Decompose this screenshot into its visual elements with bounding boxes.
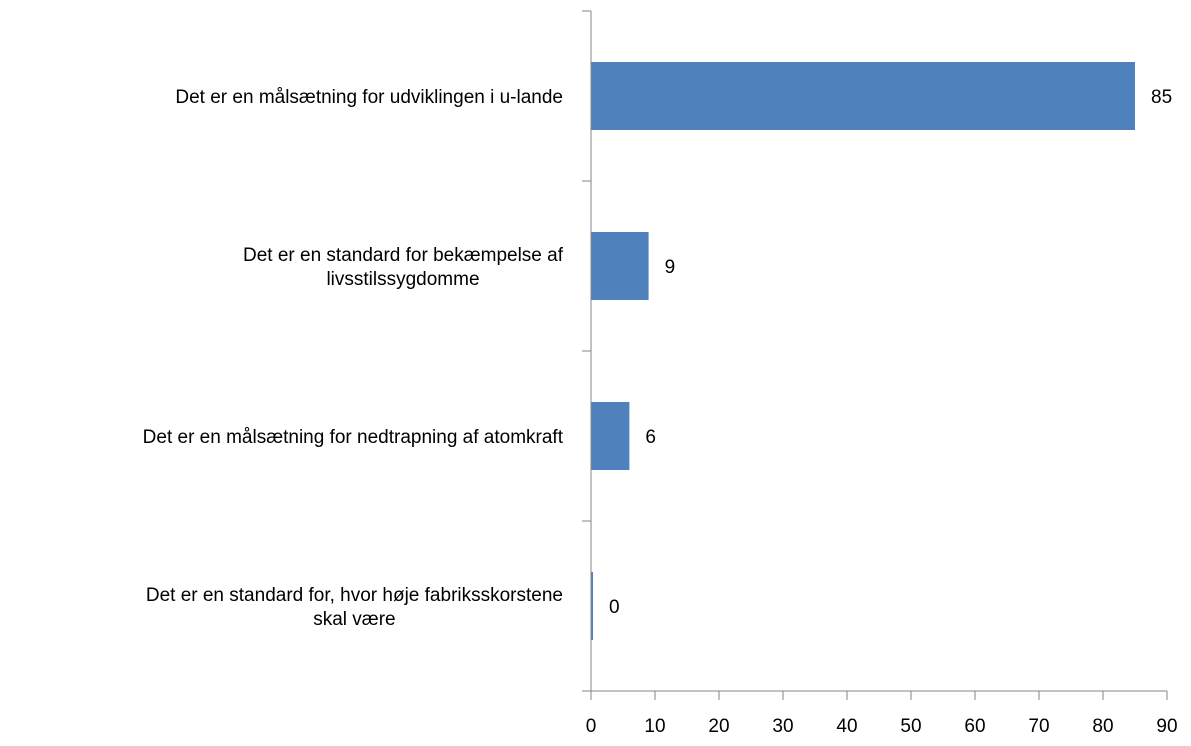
x-tick-label: 90 <box>1156 716 1177 737</box>
data-label: 0 <box>609 597 620 618</box>
category-label: skal være <box>313 609 395 630</box>
bars-layer <box>591 62 1135 640</box>
data-label: 6 <box>645 427 656 448</box>
bar <box>591 572 593 640</box>
axis-layer <box>582 10 1168 700</box>
category-label: Det er en målsætning for udviklingen i u… <box>175 87 563 108</box>
labels-layer: 85 Det er en målsætning for udviklingen i… <box>143 87 1178 737</box>
x-tick-label: 10 <box>644 716 665 737</box>
category-label: Det er en standard for, hvor høje fabrik… <box>146 585 563 606</box>
x-tick-label: 0 <box>586 716 597 737</box>
x-tick-label: 20 <box>708 716 729 737</box>
x-tick-label: 40 <box>836 716 857 737</box>
data-label: 85 <box>1151 87 1172 108</box>
bar <box>591 232 649 300</box>
x-tick-label: 50 <box>900 716 921 737</box>
category-label: Det er en standard for bekæmpelse af <box>243 245 564 266</box>
x-tick-label: 60 <box>964 716 985 737</box>
category-label: Det er en målsætning for nedtrapning af … <box>143 427 564 448</box>
x-tick-label: 70 <box>1028 716 1049 737</box>
x-tick-label: 80 <box>1092 716 1113 737</box>
x-tick-label: 30 <box>772 716 793 737</box>
data-label: 9 <box>665 257 676 278</box>
category-label: livsstilssygdomme <box>326 269 479 290</box>
bar <box>591 402 630 470</box>
bar <box>591 62 1135 130</box>
